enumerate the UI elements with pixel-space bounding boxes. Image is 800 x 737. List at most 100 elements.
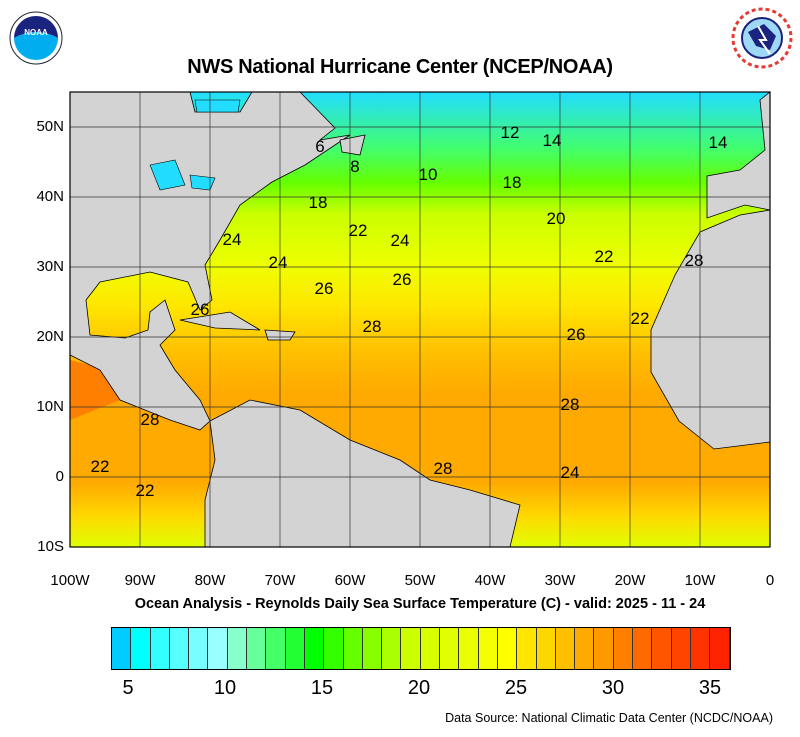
contour-label: 26 <box>567 325 586 344</box>
colorbar-swatch <box>633 628 653 669</box>
contour-labels: 6 8 10 12 14 14 18 18 20 22 22 24 24 26 26 26 28 28 28 28 24… <box>91 123 728 500</box>
contour-label: 8 <box>350 157 359 176</box>
colorbar-swatch <box>536 628 556 669</box>
africa <box>650 209 771 450</box>
lat-tick-label: 40N <box>36 188 64 205</box>
colorbar-swatch <box>266 628 286 669</box>
colorbar-swatch <box>517 628 537 669</box>
colorbar-swatch <box>189 628 209 669</box>
contour-label: 24 <box>269 253 288 272</box>
contour-label: 24 <box>561 463 580 482</box>
colorbar-swatch <box>690 628 711 669</box>
colorbar-tick-label: 10 <box>213 677 237 699</box>
lon-tick-label: 90W <box>124 572 156 589</box>
lat-tick-label: 30N <box>36 258 64 275</box>
contour-label: 24 <box>223 230 242 249</box>
lat-tick-label: 20N <box>36 328 64 345</box>
contour-label: 14 <box>709 133 728 152</box>
colorbar-swatch <box>150 628 170 669</box>
colorbar-swatch <box>304 628 325 669</box>
contour-label: 24 <box>391 231 410 250</box>
colorbar-swatch <box>497 628 518 669</box>
contour-label: 12 <box>501 123 520 142</box>
colorbar-swatch <box>594 628 614 669</box>
contour-label: 28 <box>141 410 160 429</box>
colorbar-tick-label: 35 <box>698 677 722 699</box>
noaa-logo-text: NOAA <box>24 28 48 37</box>
lon-tick-label: 60W <box>334 572 366 589</box>
colorbar-swatch <box>247 628 267 669</box>
contour-label: 6 <box>315 137 324 156</box>
contour-label: 26 <box>315 279 334 298</box>
colorbar-swatch <box>555 628 576 669</box>
contour-label: 18 <box>309 193 328 212</box>
colorbar-swatch <box>440 628 460 669</box>
colorbar-tick-label: 5 <box>122 677 134 699</box>
colorbar-tick-label: 15 <box>310 677 334 699</box>
colorbar-swatch <box>131 628 151 669</box>
plot-frame <box>69 91 771 548</box>
contour-label: 28 <box>685 251 704 270</box>
colorbar-swatch <box>420 628 441 669</box>
colorbar <box>111 627 731 670</box>
colorbar-swatch <box>227 628 248 669</box>
contour-label: 26 <box>393 270 412 289</box>
colorbar-swatch <box>575 628 595 669</box>
contour-label: 28 <box>434 459 453 478</box>
colorbar-swatch <box>459 628 479 669</box>
lon-tick-label: 0 <box>765 572 775 589</box>
lon-tick-label: 10W <box>684 572 716 589</box>
lon-tick-label: 30W <box>544 572 576 589</box>
lon-tick-label: 100W <box>50 572 90 589</box>
colorbar-swatch <box>382 628 402 669</box>
contour-label: 10 <box>419 165 438 184</box>
colorbar-swatch <box>478 628 498 669</box>
lat-tick-label: 0 <box>55 468 64 485</box>
contour-label: 22 <box>595 247 614 266</box>
newfoundland <box>339 134 366 156</box>
lon-tick-label: 70W <box>264 572 296 589</box>
colorbar-swatch <box>362 628 383 669</box>
lon-tick-label: 50W <box>404 572 436 589</box>
chart-subtitle: Ocean Analysis - Reynolds Daily Sea Surf… <box>134 596 706 612</box>
contour-label: 26 <box>191 300 210 319</box>
lon-tick-label: 20W <box>614 572 646 589</box>
contour-label: 22 <box>349 221 368 240</box>
nws-logo <box>731 7 793 69</box>
lat-tick-label: 10N <box>36 398 64 415</box>
colorbar-swatch <box>169 628 190 669</box>
data-source: Data Source: National Climatic Data Cent… <box>445 711 773 725</box>
great-lakes <box>149 99 241 191</box>
contour-label: 22 <box>136 481 155 500</box>
colorbar-swatch <box>710 628 730 669</box>
cuba <box>179 311 261 331</box>
colorbar-swatch <box>401 628 421 669</box>
contour-label: 22 <box>91 457 110 476</box>
contour-label: 28 <box>561 395 580 414</box>
colorbar-swatch <box>652 628 672 669</box>
colorbar-swatch <box>343 628 363 669</box>
colorbar-swatch <box>324 628 344 669</box>
graticule <box>69 92 771 548</box>
colorbar-swatch <box>671 628 691 669</box>
noaa-logo: NOAA <box>9 11 63 65</box>
colorbar-swatch <box>112 628 132 669</box>
colorbar-tick-label: 30 <box>601 677 625 699</box>
colorbar-tick-label: 20 <box>407 677 431 699</box>
contour-label: 18 <box>503 173 522 192</box>
contour-label: 28 <box>363 317 382 336</box>
lat-tick-label: 10S <box>37 538 64 555</box>
colorbar-tick-label: 25 <box>504 677 528 699</box>
chart-title: NWS National Hurricane Center (NCEP/NOAA… <box>187 56 613 78</box>
lon-tick-label: 40W <box>474 572 506 589</box>
colorbar-swatch <box>285 628 305 669</box>
south-america <box>204 399 521 548</box>
lon-tick-label: 80W <box>194 572 226 589</box>
contour-label: 20 <box>547 209 566 228</box>
europe <box>706 91 771 219</box>
colorbar-swatch <box>613 628 634 669</box>
contour-label: 22 <box>631 309 650 328</box>
lat-tick-label: 50N <box>36 118 64 135</box>
